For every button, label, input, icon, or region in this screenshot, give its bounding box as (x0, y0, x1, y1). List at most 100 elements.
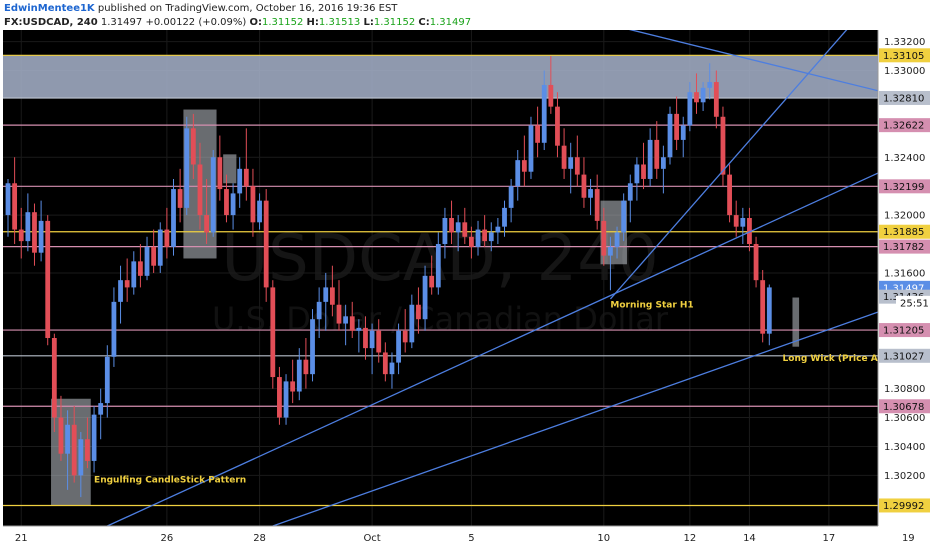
candle-body (157, 229, 163, 266)
candle-body (654, 139, 660, 169)
candle-body (124, 280, 130, 288)
high-label: H: (306, 17, 319, 28)
candle-body (621, 200, 627, 233)
candle-body (323, 287, 329, 302)
candle-body (224, 189, 229, 216)
candle-body (555, 106, 560, 146)
price-tag (879, 498, 930, 513)
price-tag-label: 1.31782 (883, 242, 924, 253)
candle-body (164, 229, 170, 247)
trendline (609, 30, 848, 300)
candle-body (462, 222, 468, 237)
candle-body (720, 116, 726, 175)
candle-body (316, 301, 322, 320)
close-label: C: (418, 17, 430, 28)
price-tick-label: 1.30600 (884, 413, 925, 424)
candle-body (502, 207, 507, 227)
candle-body (634, 164, 640, 184)
candle-body (488, 232, 494, 242)
candle-body (435, 244, 441, 288)
candle-body (376, 330, 382, 353)
price-tick-label: 1.33200 (884, 37, 925, 48)
candle-body (442, 217, 448, 245)
candle-body (171, 189, 176, 247)
time-tick-label: 26 (161, 533, 174, 544)
candle-body (528, 125, 534, 172)
candle-body (71, 424, 77, 476)
last-price: 1.31497 (100, 17, 143, 28)
time-tick-label: 28 (253, 533, 266, 544)
candle-body (51, 338, 57, 418)
published-info: published on TradingView.com, October 16… (97, 3, 398, 14)
price-tag-label: 1.31205 (883, 326, 924, 337)
symbol-label[interactable]: FX:USDCAD, 240 (4, 17, 98, 28)
price-tag-label: 1.32622 (883, 121, 924, 132)
candle-body (12, 183, 18, 230)
candle-body (363, 327, 368, 349)
candle-body (296, 359, 302, 392)
trendline (272, 311, 878, 526)
time-tick-label: Oct (363, 533, 380, 544)
price-tick-label: 1.31600 (884, 268, 925, 279)
candle-body (78, 439, 84, 476)
candle-body (627, 183, 633, 201)
low-value: 1.31152 (373, 17, 416, 28)
candle-body (204, 215, 209, 233)
candle-body (508, 186, 514, 208)
time-tick-label: 19 (902, 533, 915, 544)
candle-body (660, 157, 666, 169)
candle-body (515, 160, 521, 187)
price-change: +0.00122 (+0.09%) (145, 17, 247, 28)
candle-body (747, 217, 752, 245)
candle-body (243, 168, 249, 187)
candle-body (733, 215, 739, 227)
candle-body (588, 189, 593, 198)
candle-body (369, 330, 375, 349)
candle-body (38, 220, 44, 253)
candle-body (58, 417, 64, 454)
price-tag (879, 323, 930, 338)
countdown-timer: 25:51 (900, 298, 929, 309)
time-tick-label: 17 (823, 533, 836, 544)
candle-body (449, 217, 454, 233)
candle-body (402, 330, 408, 343)
author-name[interactable]: EdwinMentee1K (4, 3, 95, 14)
countdown-box (896, 295, 930, 310)
candle-body (482, 229, 488, 242)
close-value: 1.31497 (429, 17, 472, 28)
price-tag-label: 1.32810 (883, 93, 924, 104)
candle-body (197, 164, 203, 216)
price-tag-label: 1.29992 (883, 501, 924, 512)
candle-body (766, 287, 772, 334)
price-tag (879, 118, 930, 133)
low-label: L: (363, 17, 374, 28)
pattern-annotation: Engulfing CandleStick Pattern (94, 476, 246, 486)
pattern-highlight (792, 297, 800, 347)
candle-body (85, 439, 90, 461)
candle-body (608, 246, 613, 256)
candle-body (382, 352, 388, 375)
pattern-highlight (223, 154, 237, 184)
chart-header: EdwinMentee1K published on TradingView.c… (0, 0, 932, 30)
candle-body (98, 403, 104, 415)
price-tick-label: 1.32000 (884, 211, 925, 222)
price-tag (879, 224, 930, 239)
candle-body (429, 275, 435, 288)
header-publish-line: EdwinMentee1K published on TradingView.c… (4, 3, 397, 14)
candle-body (310, 319, 315, 375)
candle-body (396, 330, 401, 363)
candle-body (641, 164, 646, 179)
candle-body (144, 246, 150, 276)
candle-body (349, 316, 355, 331)
price-tag-label: 1.31027 (883, 351, 924, 362)
candle-body (111, 301, 117, 357)
price-tag (879, 399, 930, 414)
candle-body (329, 287, 335, 305)
candle-body (760, 280, 766, 334)
candle-body (541, 84, 547, 143)
candle-body (601, 220, 607, 256)
candle-body (91, 414, 97, 461)
candle-body (270, 287, 276, 378)
resistance-zone (3, 55, 878, 98)
